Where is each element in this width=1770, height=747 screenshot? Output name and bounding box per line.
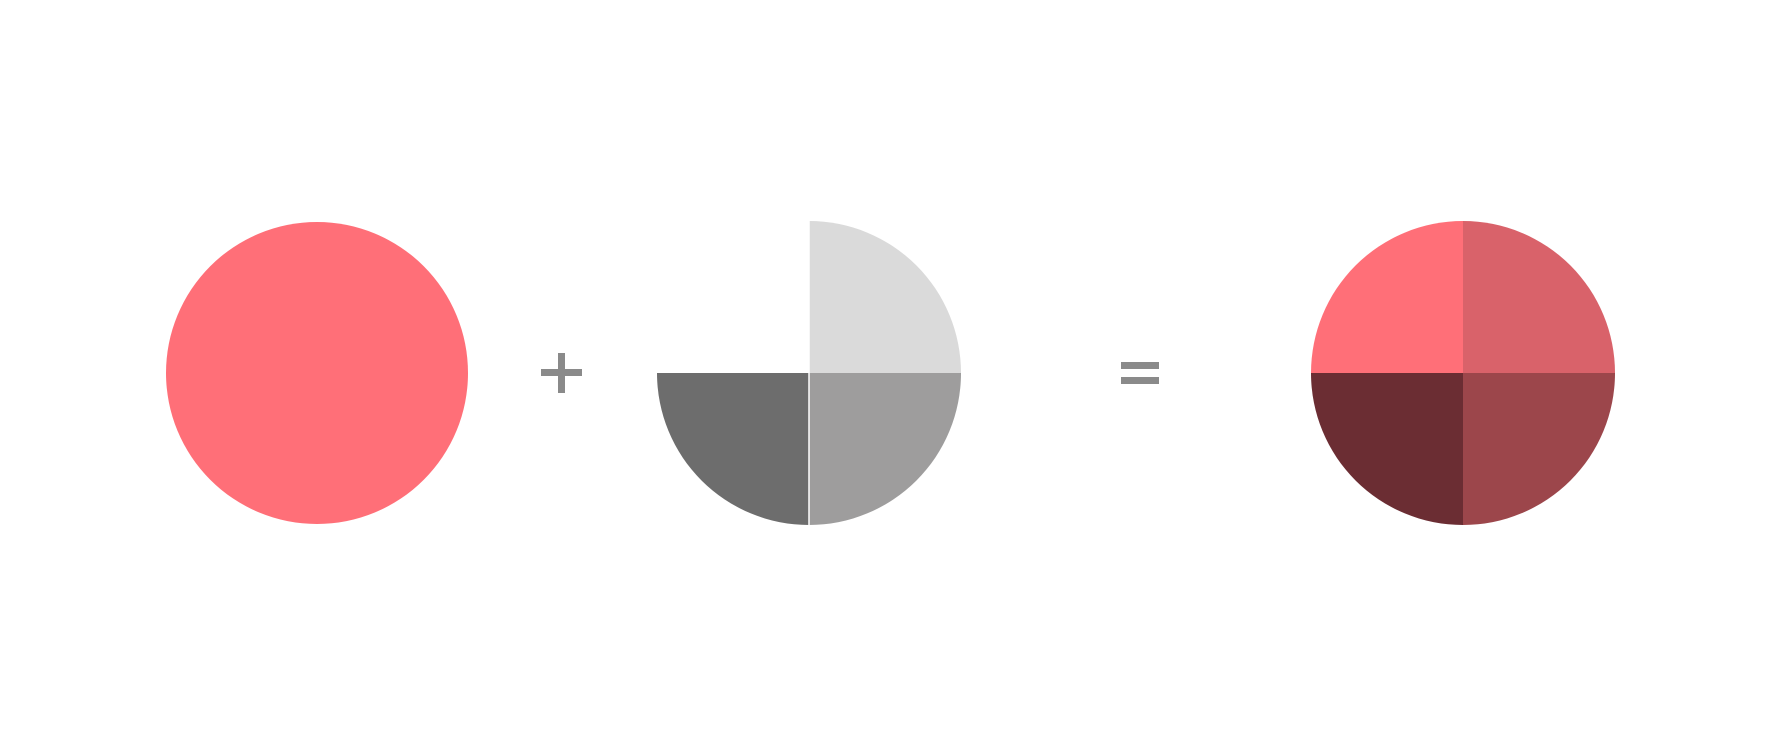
result-quadrant-bottom-left (1311, 373, 1463, 525)
result-circle (1311, 221, 1615, 525)
result-quadrant-bottom-right (1463, 373, 1615, 525)
equals-icon (1121, 362, 1159, 384)
base-circle (166, 222, 468, 524)
overlay-quadrant-bottom-right (809, 373, 961, 525)
result-quadrant-top-left (1311, 221, 1463, 373)
overlay-quadrants (657, 221, 961, 525)
overlay-quadrant-bottom-left (657, 373, 809, 525)
plus-icon (541, 353, 582, 393)
overlay-quadrant-top-right (809, 221, 961, 373)
result-quadrant-top-right (1463, 221, 1615, 373)
